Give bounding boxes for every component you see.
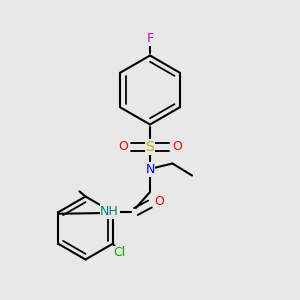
Text: O: O	[118, 140, 128, 154]
Text: N: N	[145, 163, 155, 176]
Text: O: O	[154, 195, 164, 208]
Text: NH: NH	[100, 205, 119, 218]
Text: F: F	[146, 32, 154, 46]
Text: S: S	[146, 140, 154, 154]
Text: Cl: Cl	[114, 246, 126, 259]
Text: O: O	[172, 140, 182, 154]
